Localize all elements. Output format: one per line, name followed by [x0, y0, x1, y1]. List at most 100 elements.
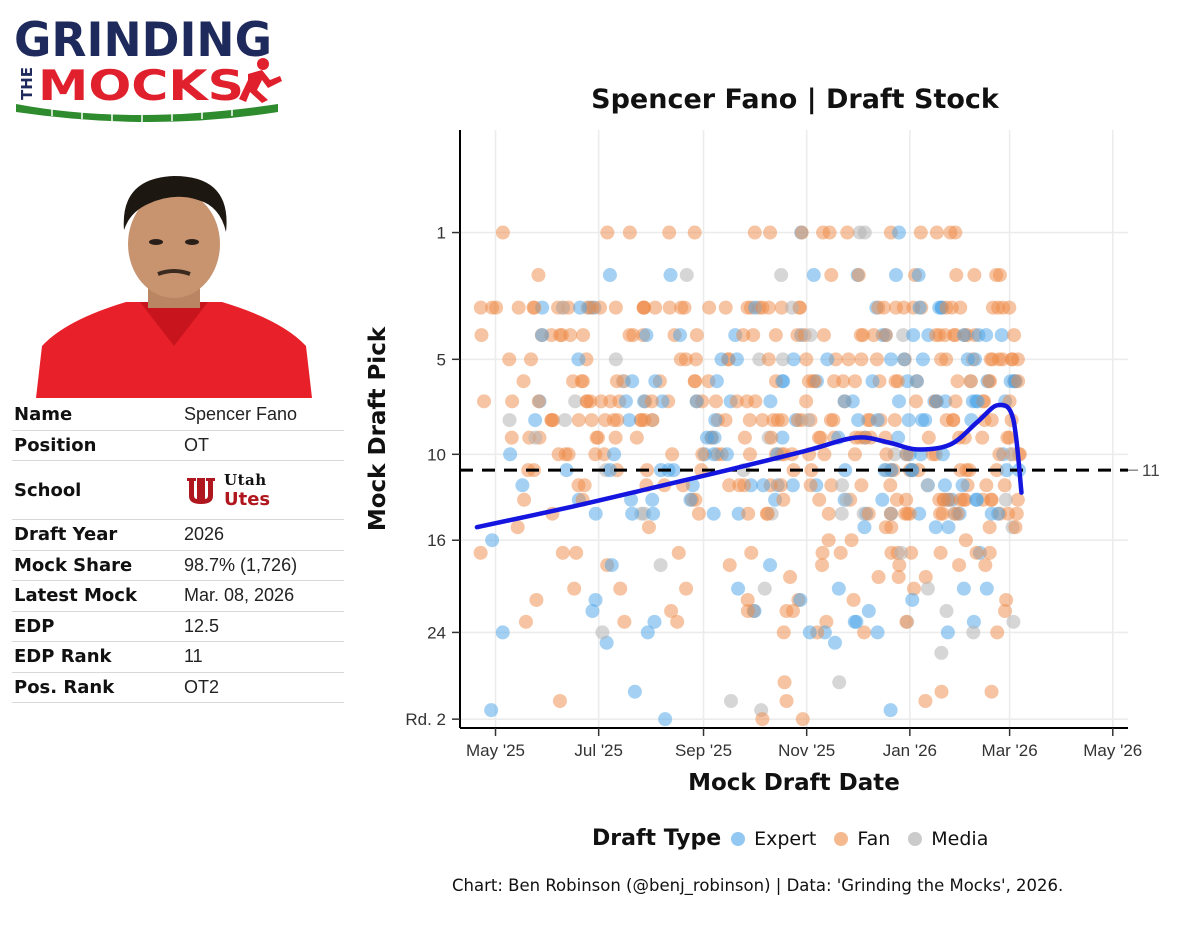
scatter-point-expert	[785, 478, 800, 493]
scatter-point-fan	[527, 300, 542, 315]
chart-caption: Chart: Ben Robinson (@benj_robinson) | D…	[452, 876, 1064, 895]
scatter-point-expert	[528, 413, 543, 428]
y-tick-label: 16	[427, 531, 446, 550]
scatter-point-fan	[571, 413, 586, 428]
scatter-point-fan	[588, 447, 603, 462]
scatter-point-fan	[906, 581, 921, 596]
scatter-point-fan	[505, 394, 520, 409]
info-key: Latest Mock	[12, 580, 182, 612]
scatter-point-fan	[896, 300, 911, 315]
legend-label: Media	[931, 827, 989, 850]
scatter-point-fan	[613, 581, 628, 596]
info-row-school: School Utah Utes	[12, 460, 344, 520]
scatter-point-expert	[585, 604, 600, 619]
scatter-point-media	[920, 581, 935, 596]
scatter-point-fan	[984, 684, 999, 699]
scatter-point-expert	[683, 492, 698, 507]
scatter-point-fan	[854, 352, 869, 367]
scatter-point-fan	[841, 352, 856, 367]
scatter-point-expert	[706, 506, 721, 521]
scatter-point-fan	[740, 592, 755, 607]
scatter-point-expert	[515, 478, 530, 493]
scatter-point-expert	[709, 374, 724, 389]
scatter-point-fan	[892, 558, 907, 573]
scatter-point-fan	[871, 570, 886, 585]
scatter-point-fan	[755, 413, 770, 428]
scatter-point-expert	[655, 394, 670, 409]
scatter-point-expert	[994, 328, 1009, 343]
scatter-point-media	[757, 581, 772, 596]
scatter-point-expert	[624, 492, 639, 507]
scatter-point-fan	[737, 430, 752, 445]
scatter-point-expert	[970, 492, 985, 507]
scatter-point-fan	[736, 328, 751, 343]
scatter-point-fan	[817, 447, 832, 462]
scatter-point-fan	[609, 374, 624, 389]
scatter-point-fan	[854, 478, 869, 493]
scatter-point-expert	[967, 352, 982, 367]
scatter-point-expert	[666, 463, 681, 478]
chart-title: Spencer Fano | Draft Stock	[591, 84, 999, 115]
scatter-point-fan	[777, 675, 792, 690]
scatter-point-fan	[803, 478, 818, 493]
utah-logo-icon	[187, 478, 215, 504]
scatter-point-fan	[821, 506, 836, 521]
scatter-point-fan	[485, 300, 500, 315]
scatter-point-media	[775, 352, 790, 367]
info-value: 12.5	[182, 611, 344, 642]
scatter-point-fan	[518, 614, 533, 629]
scatter-point-fan	[664, 604, 679, 619]
scatter-point-fan	[739, 394, 754, 409]
scatter-point-expert	[673, 328, 688, 343]
x-axis-label: Mock Draft Date	[688, 770, 900, 796]
scatter-point-expert	[911, 268, 926, 283]
scatter-point-fan	[648, 300, 663, 315]
y-tick-label: 5	[437, 350, 446, 369]
scatter-point-expert	[559, 463, 574, 478]
scatter-point-fan	[918, 570, 933, 585]
scatter-point-fan	[517, 492, 532, 507]
scatter-point-media	[835, 478, 850, 493]
scatter-point-fan	[891, 570, 906, 585]
scatter-point-media	[653, 558, 668, 573]
scatter-point-fan	[952, 558, 967, 573]
legend-label: Expert	[754, 827, 817, 850]
scatter-point-expert	[588, 592, 603, 607]
scatter-point-fan	[851, 268, 866, 283]
scatter-point-expert	[484, 703, 499, 718]
scatter-point-expert	[884, 352, 899, 367]
info-key: Name	[12, 400, 182, 431]
scatter-point-fan	[679, 581, 694, 596]
school-mascot: Utes	[224, 489, 271, 510]
scatter-point-fan	[773, 478, 788, 493]
scatter-point-fan	[552, 694, 567, 709]
scatter-point-fan	[821, 533, 836, 548]
scatter-point-expert	[837, 394, 852, 409]
scatter-point-expert	[588, 506, 603, 521]
scatter-point-fan	[982, 520, 997, 535]
logo-line2: MOCKS	[38, 61, 244, 110]
scatter-point-expert	[573, 300, 588, 315]
scatter-point-fan	[932, 492, 947, 507]
scatter-point-fan	[774, 300, 789, 315]
scatter-point-expert	[607, 447, 622, 462]
scatter-point-expert	[957, 328, 972, 343]
chart-legend: Draft Type Expert Fan Media	[592, 826, 1006, 851]
scatter-point-expert	[999, 463, 1014, 478]
scatter-point-fan	[883, 478, 898, 493]
scatter-point-media	[1003, 447, 1018, 462]
scatter-point-fan	[766, 413, 781, 428]
info-row-name: Name Spencer Fano	[12, 400, 344, 431]
scatter-point-expert	[640, 625, 655, 640]
scatter-point-fan	[857, 625, 872, 640]
scatter-point-expert	[912, 300, 927, 315]
x-tick-label: May '26	[1083, 741, 1142, 760]
scatter-point-fan	[577, 478, 592, 493]
scatter-point-fan	[671, 545, 686, 560]
scatter-point-fan	[763, 225, 778, 240]
scatter-point-media	[1006, 614, 1021, 629]
y-tick-label: 1	[437, 224, 446, 243]
scatter-point-fan	[544, 413, 559, 428]
scatter-point-fan	[950, 506, 965, 521]
scatter-point-fan	[689, 328, 704, 343]
